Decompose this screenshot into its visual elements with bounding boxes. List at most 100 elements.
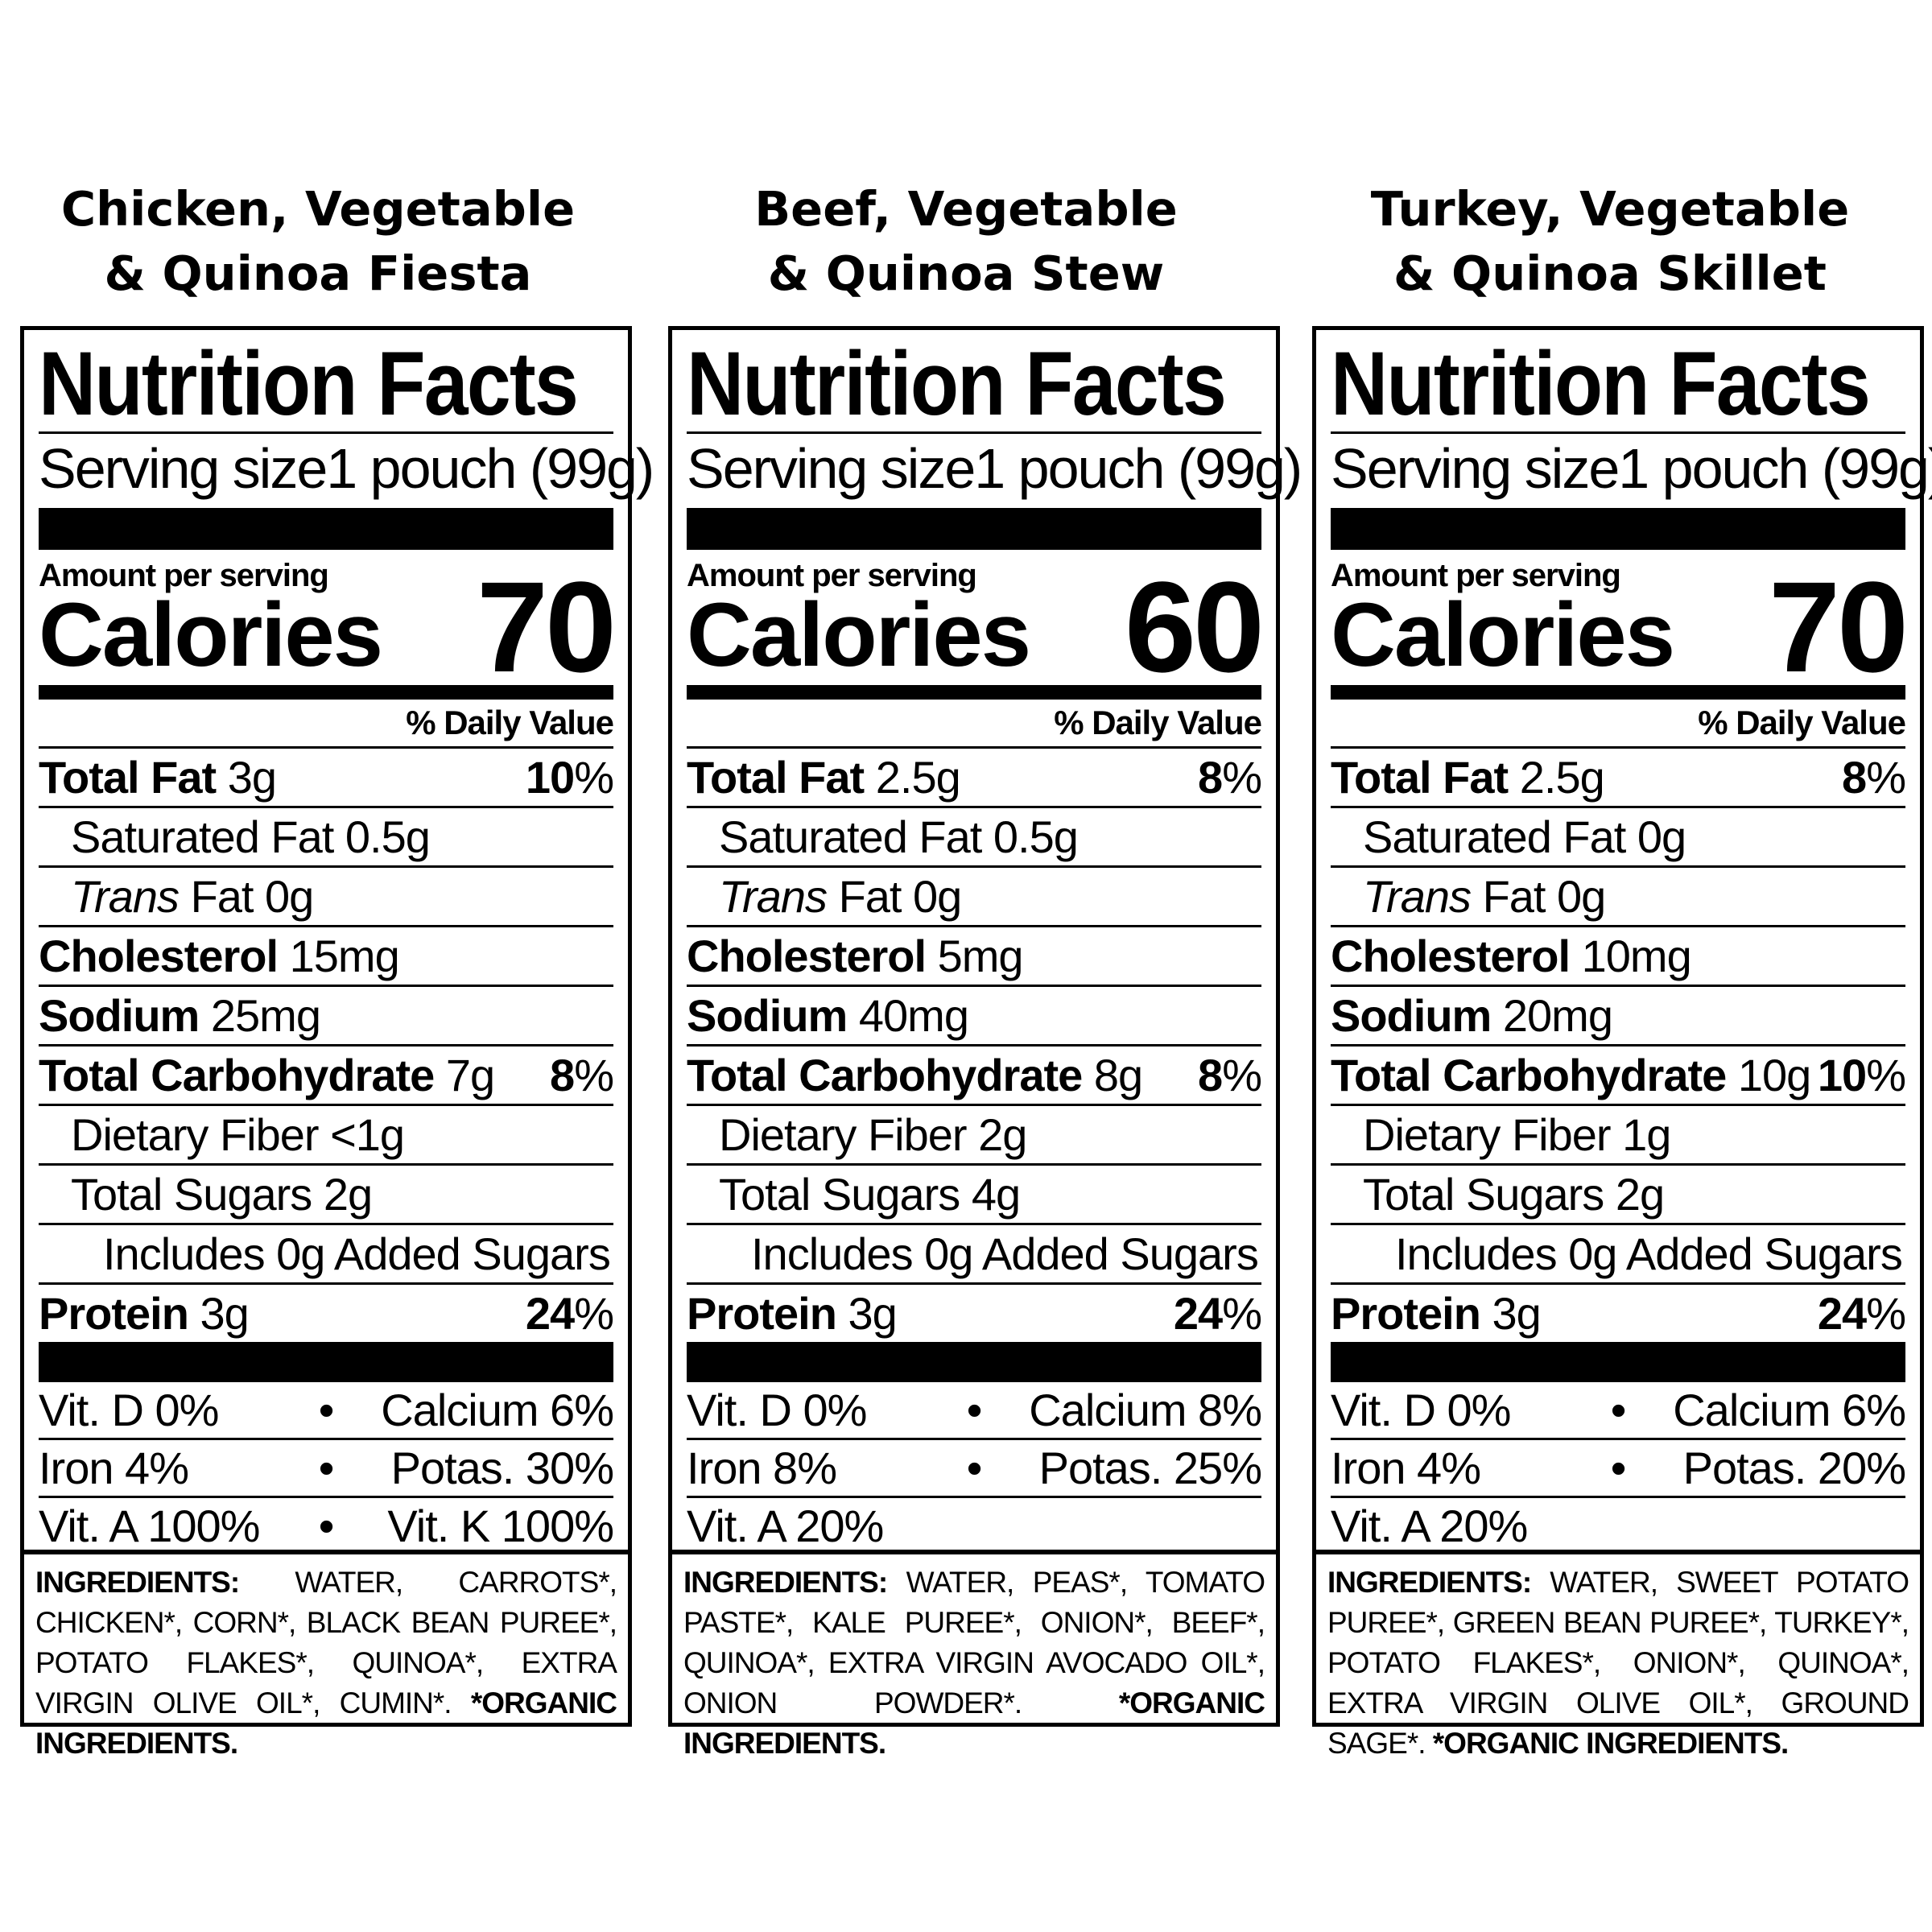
calories-label: Calories bbox=[687, 584, 1031, 685]
potassium: Potas. 30% bbox=[390, 1443, 614, 1493]
total-fat-label: Total Fat bbox=[39, 752, 217, 803]
carbohydrate-dv: 10 bbox=[1817, 1050, 1867, 1100]
vitamin-d: Vit. D 0% bbox=[1331, 1385, 1511, 1435]
vitamin-row-3: Vit. A 20% bbox=[1331, 1498, 1905, 1554]
total-fat-row: Total Fat 3g 10% bbox=[39, 746, 614, 806]
sodium-amount: 25mg bbox=[210, 990, 321, 1041]
serving-size-value: 1 pouch (99g) bbox=[974, 437, 1302, 500]
trans-fat-row: Trans Fat 0g bbox=[687, 865, 1261, 925]
iron: Iron 8% bbox=[687, 1443, 837, 1493]
iron: Iron 4% bbox=[1331, 1443, 1481, 1493]
total-fat-label: Total Fat bbox=[687, 752, 865, 803]
protein-label: Protein bbox=[39, 1288, 189, 1339]
total-fat-dv: 8 bbox=[1198, 752, 1223, 803]
nutrition-facts-panel: Nutrition Facts Serving size 1 pouch (99… bbox=[20, 326, 654, 1760]
medium-divider bbox=[1331, 685, 1905, 700]
sodium-row: Sodium 40mg bbox=[687, 985, 1261, 1044]
dietary-fiber: Dietary Fiber 1g bbox=[1363, 1109, 1671, 1160]
total-fat-amount: 2.5g bbox=[1519, 752, 1605, 803]
iron: Iron 4% bbox=[39, 1443, 189, 1493]
calories-value: 60 bbox=[1125, 555, 1265, 699]
trans-fat-amount: Fat 0g bbox=[190, 871, 315, 922]
dietary-fiber-row: Dietary Fiber 2g bbox=[687, 1104, 1261, 1163]
total-sugars: Total Sugars 4g bbox=[719, 1169, 1021, 1220]
amount-per-serving: Amount per serving bbox=[687, 558, 977, 593]
product-title-line2: & Quinoa Skillet bbox=[1393, 246, 1827, 301]
nutrition-facts-title: Nutrition Facts bbox=[1331, 333, 1871, 434]
carbohydrate-amount: 7g bbox=[445, 1050, 495, 1100]
daily-value-header: % Daily Value bbox=[406, 704, 614, 741]
total-sugars: Total Sugars 2g bbox=[71, 1169, 373, 1220]
ingredients-text: WATER, PEAS*, TOMATO PASTE*, KALE PUREE*… bbox=[683, 1566, 1265, 1719]
sodium-row: Sodium 20mg bbox=[1331, 985, 1905, 1044]
serving-size-label: Serving size bbox=[39, 437, 328, 500]
saturated-fat: Saturated Fat 0.5g bbox=[71, 811, 431, 862]
amount-per-serving: Amount per serving bbox=[39, 558, 329, 593]
carbohydrate-dv: 8 bbox=[550, 1050, 575, 1100]
protein-label: Protein bbox=[687, 1288, 837, 1339]
total-fat-row: Total Fat 2.5g 8% bbox=[687, 746, 1262, 806]
dietary-fiber-row: Dietary Fiber 1g bbox=[1331, 1104, 1905, 1163]
protein-dv: 24 bbox=[525, 1288, 575, 1339]
calories-label: Calories bbox=[39, 584, 383, 685]
calories-label: Calories bbox=[1331, 584, 1675, 685]
product-title-line1: Turkey, Vegetable bbox=[1370, 181, 1850, 237]
bullet: • bbox=[318, 1385, 335, 1435]
serving-size-row: Serving size 1 pouch (99g) bbox=[687, 434, 1302, 503]
protein-row: Protein 3g 24% bbox=[39, 1282, 614, 1342]
sodium-label: Sodium bbox=[1331, 990, 1492, 1041]
carbohydrate-label: Total Carbohydrate bbox=[39, 1050, 435, 1100]
carbohydrate-label: Total Carbohydrate bbox=[687, 1050, 1083, 1100]
serving-size-value: 1 pouch (99g) bbox=[1618, 437, 1932, 500]
vitamin-row-2: Iron 8% • Potas. 25% bbox=[687, 1440, 1262, 1498]
daily-value-header: % Daily Value bbox=[1054, 704, 1262, 741]
carbohydrate-amount: 8g bbox=[1093, 1050, 1143, 1100]
vitamin-row-3: Vit. A 20% bbox=[687, 1498, 1261, 1554]
total-sugars-row: Total Sugars 2g bbox=[39, 1163, 613, 1223]
protein-label: Protein bbox=[1331, 1288, 1481, 1339]
protein-row: Protein 3g 24% bbox=[1331, 1282, 1906, 1342]
added-sugars: Includes 0g Added Sugars bbox=[1395, 1228, 1903, 1279]
bullet: • bbox=[318, 1443, 335, 1493]
organic-note: *ORGANIC INGREDIENTS. bbox=[683, 1686, 1265, 1760]
calcium: Calcium 8% bbox=[1029, 1385, 1262, 1435]
protein-amount: 3g bbox=[1492, 1288, 1541, 1339]
total-fat-dv: 8 bbox=[1842, 752, 1867, 803]
trans-fat-row: Trans Fat 0g bbox=[39, 865, 613, 925]
bullet: • bbox=[1610, 1385, 1627, 1435]
thick-divider bbox=[687, 508, 1261, 550]
carbohydrate-dv: 8 bbox=[1198, 1050, 1223, 1100]
thick-divider-vitamins bbox=[687, 1342, 1261, 1382]
serving-size-row: Serving size 1 pouch (99g) bbox=[39, 434, 654, 503]
nutrition-facts-title: Nutrition Facts bbox=[39, 333, 579, 434]
ingredients-text: WATER, CARROTS*, CHICKEN*, CORN*, BLACK … bbox=[35, 1566, 617, 1719]
cholesterol-label: Cholesterol bbox=[39, 931, 279, 981]
calcium: Calcium 6% bbox=[1673, 1385, 1906, 1435]
cholesterol-label: Cholesterol bbox=[1331, 931, 1571, 981]
serving-size-label: Serving size bbox=[687, 437, 976, 500]
nutrition-facts-panel: Nutrition Facts Serving size 1 pouch (99… bbox=[1312, 326, 1932, 1760]
vitamin-d: Vit. D 0% bbox=[687, 1385, 867, 1435]
thick-divider-vitamins bbox=[1331, 1342, 1905, 1382]
vitamin-d: Vit. D 0% bbox=[39, 1385, 219, 1435]
product-title: Chicken, Vegetable & Quinoa Fiesta bbox=[0, 177, 636, 306]
vitamin-row-3: Vit. A 100% • Vit. K 100% bbox=[39, 1498, 614, 1554]
calories-row: Calories 60 bbox=[687, 563, 1265, 691]
sodium-amount: 40mg bbox=[858, 990, 969, 1041]
total-carbohydrate-row: Total Carbohydrate 7g 8% bbox=[39, 1044, 614, 1104]
vitamin-row-1: Vit. D 0% • Calcium 6% bbox=[39, 1382, 614, 1440]
carbohydrate-label: Total Carbohydrate bbox=[1331, 1050, 1727, 1100]
total-fat-amount: 3g bbox=[227, 752, 277, 803]
ingredients-text: WATER, SWEET POTATO PUREE*, GREEN BEAN P… bbox=[1327, 1566, 1909, 1760]
medium-divider bbox=[39, 685, 613, 700]
ingredients-box: INGREDIENTS: WATER, PEAS*, TOMATO PASTE*… bbox=[668, 1550, 1280, 1760]
cholesterol-amount: 5mg bbox=[937, 931, 1024, 981]
cholesterol-row: Cholesterol 10mg bbox=[1331, 925, 1905, 985]
total-carbohydrate-row: Total Carbohydrate 10g 10% bbox=[1331, 1044, 1906, 1104]
total-carbohydrate-row: Total Carbohydrate 8g 8% bbox=[687, 1044, 1262, 1104]
protein-amount: 3g bbox=[848, 1288, 897, 1339]
saturated-fat-row: Saturated Fat 0.5g bbox=[687, 806, 1261, 865]
added-sugars: Includes 0g Added Sugars bbox=[103, 1228, 611, 1279]
saturated-fat-row: Saturated Fat 0g bbox=[1331, 806, 1905, 865]
total-sugars-row: Total Sugars 2g bbox=[1331, 1163, 1905, 1223]
